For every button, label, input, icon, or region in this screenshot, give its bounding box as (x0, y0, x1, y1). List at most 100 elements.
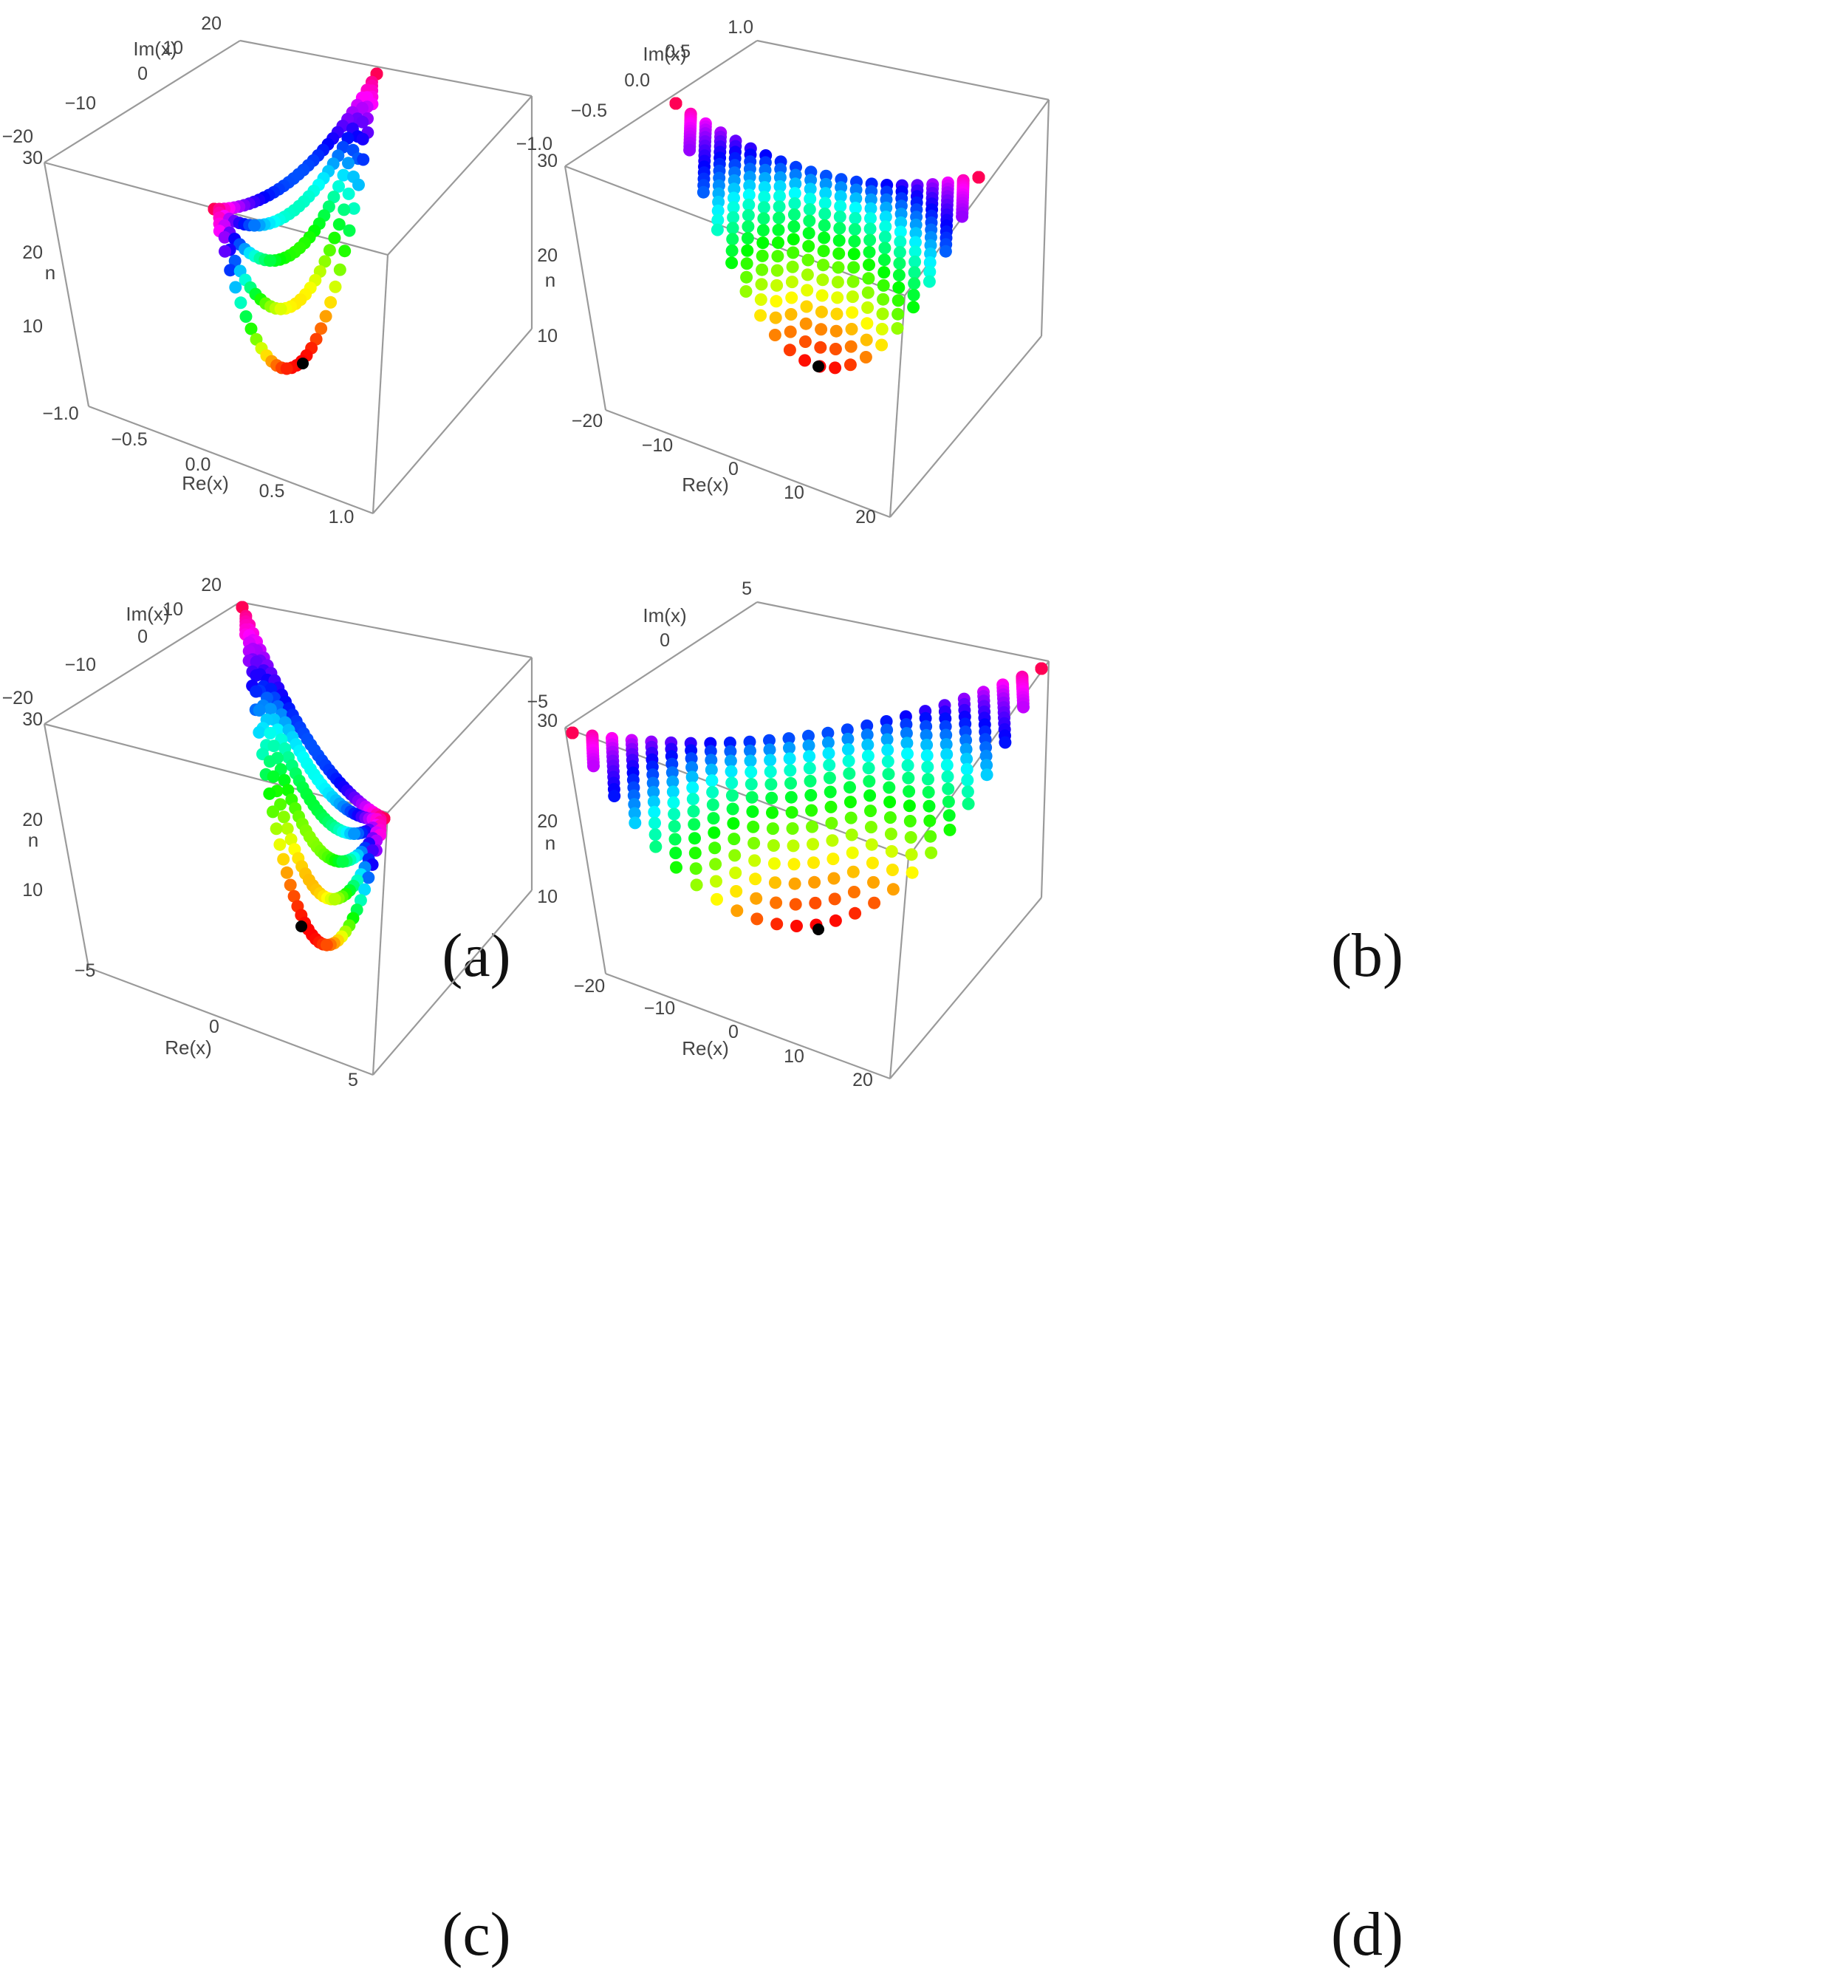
data-point (842, 754, 855, 768)
y-tick-label: −10 (65, 655, 96, 675)
data-point (886, 864, 899, 876)
data-point (742, 220, 755, 233)
data-point (267, 739, 281, 753)
data-point (818, 208, 832, 220)
data-point (788, 197, 801, 210)
data-point (784, 308, 798, 321)
data-point (284, 833, 298, 846)
panel-caption: (d) (1331, 1900, 1403, 1969)
data-point (711, 223, 724, 236)
data-point (746, 805, 759, 819)
data-point (709, 858, 722, 871)
data-point (801, 253, 815, 267)
data-point (863, 789, 877, 802)
data-point (879, 220, 892, 233)
x-tick-label: 0 (728, 1022, 739, 1042)
data-point (806, 820, 818, 833)
data-point (742, 188, 756, 202)
data-point (647, 785, 660, 799)
data-point (250, 669, 263, 682)
data-point (744, 754, 757, 768)
data-point (923, 265, 937, 279)
data-point (877, 279, 890, 292)
data-point (629, 816, 642, 830)
data-point (710, 875, 722, 888)
data-point (825, 816, 838, 830)
data-point (748, 854, 762, 867)
data-point (849, 212, 862, 225)
data-point (697, 185, 710, 199)
x-tick-label: 0 (728, 459, 739, 479)
data-point (864, 805, 877, 818)
data-point (876, 307, 889, 321)
data-point (882, 768, 895, 781)
data-point (943, 823, 956, 836)
data-point (666, 775, 680, 788)
data-point (253, 725, 266, 739)
data-point (875, 323, 889, 335)
data-point (846, 290, 859, 304)
y-tick-label: −20 (2, 126, 33, 147)
data-point (834, 190, 847, 203)
data-point (273, 838, 287, 851)
data-point (903, 785, 916, 798)
data-point (892, 294, 905, 307)
data-point (356, 115, 369, 129)
data-point (878, 242, 892, 255)
data-point (758, 181, 771, 194)
data-point (358, 883, 372, 896)
data-point (905, 848, 918, 861)
data-point (901, 759, 914, 772)
data-point (942, 809, 956, 822)
z-tick-label: 10 (537, 887, 558, 907)
data-point (863, 245, 876, 259)
data-point (863, 222, 877, 236)
data-point (728, 191, 740, 205)
data-point (832, 247, 846, 260)
data-point (960, 752, 973, 765)
data-point (705, 774, 719, 788)
data-point (768, 876, 781, 889)
data-point (766, 822, 779, 836)
data-point (770, 264, 784, 277)
y-tick-label: 5 (742, 578, 752, 599)
data-point (766, 806, 778, 819)
data-point (883, 781, 896, 794)
data-point (712, 196, 725, 208)
y-tick-label: −0.5 (571, 100, 607, 121)
x-axis-label: Re(x) (682, 1037, 729, 1059)
data-point (711, 214, 725, 227)
data-point (818, 219, 831, 232)
data-point (329, 280, 342, 293)
data-point (906, 866, 919, 879)
data-point (923, 814, 937, 827)
data-point (904, 831, 917, 844)
data-point (706, 785, 719, 799)
data-point (787, 208, 801, 221)
data-point (829, 361, 842, 375)
data-point (787, 220, 801, 233)
data-point (824, 785, 837, 799)
data-point (338, 203, 351, 216)
data-point (705, 763, 718, 776)
data-point (1017, 700, 1030, 714)
data-point (253, 704, 266, 717)
data-point (763, 734, 776, 747)
y-tick-label: −1.0 (516, 134, 552, 154)
data-point (668, 833, 682, 846)
data-point (860, 728, 874, 742)
data-point (648, 816, 661, 830)
data-point (745, 790, 759, 804)
data-point (924, 830, 937, 843)
data-point (726, 233, 739, 246)
start-point (812, 361, 824, 372)
data-point (354, 894, 367, 907)
data-point (940, 759, 954, 772)
data-point (727, 201, 740, 214)
data-point (362, 871, 375, 884)
x-tick-label: −1.0 (42, 403, 78, 424)
data-point (264, 727, 277, 739)
data-point (646, 776, 660, 790)
data-point (789, 168, 802, 182)
data-point (628, 798, 641, 811)
